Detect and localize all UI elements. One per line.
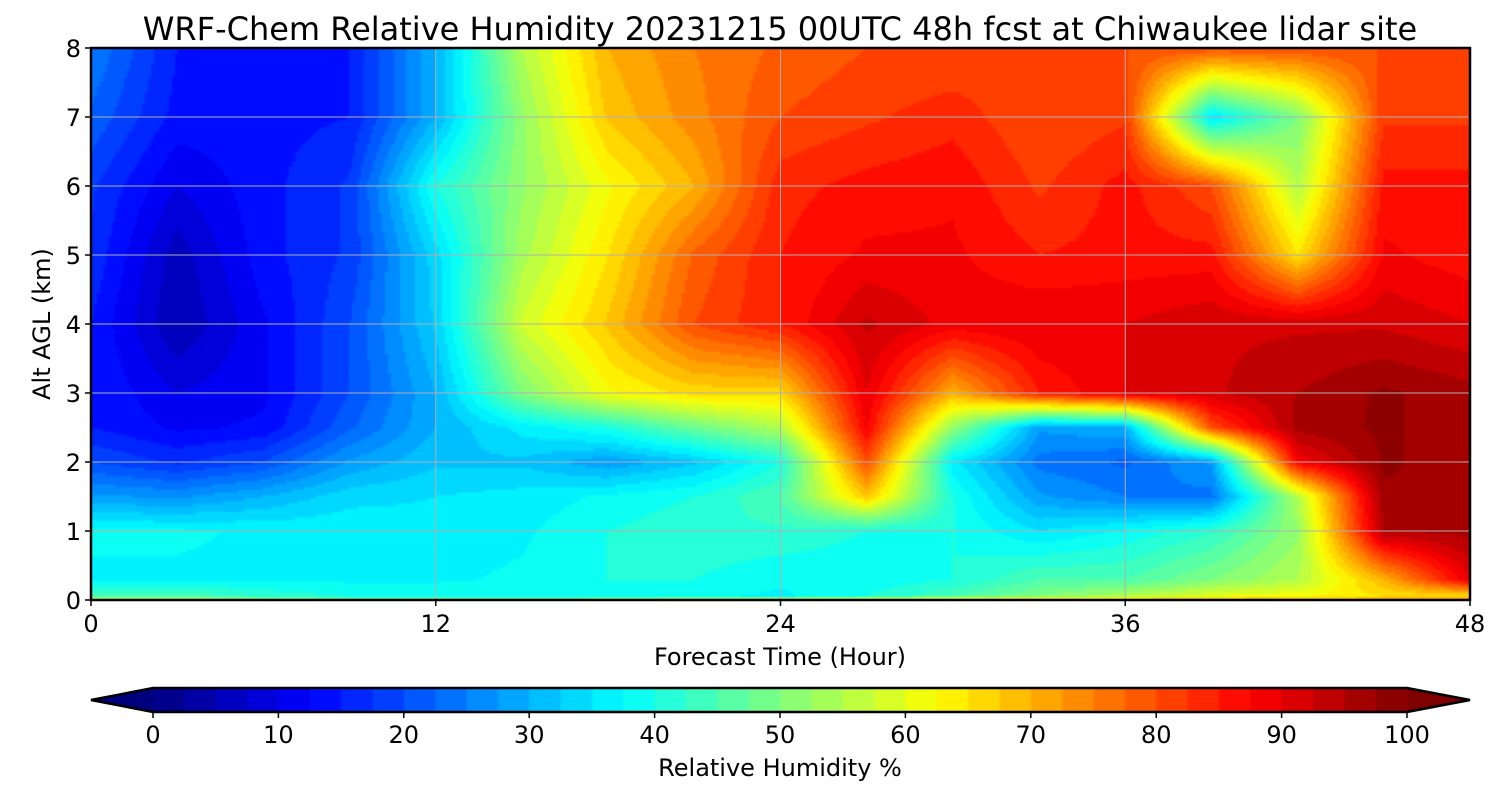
colorbar-tick-label: 0	[145, 721, 160, 749]
colorbar-tick-label: 10	[263, 721, 294, 749]
y-axis-ticks: 0 1 2 3 4 5 6 7 8	[66, 35, 91, 615]
colorbar-label: Relative Humidity %	[658, 754, 902, 782]
colorbar-tick-label: 70	[1016, 721, 1047, 749]
colorbar: 0 10 20 30 40 50 60 70 80 90 100 Relative Humidity…	[90, 686, 1471, 782]
x-tick-label: 36	[1110, 610, 1141, 638]
y-tick-label: 2	[66, 449, 81, 477]
colorbar-gradient	[153, 688, 1407, 712]
y-tick-label: 4	[66, 311, 81, 339]
y-tick-label: 3	[66, 380, 81, 408]
x-axis-label: Forecast Time (Hour)	[654, 643, 906, 671]
y-tick-label: 0	[66, 587, 81, 615]
y-tick-label: 5	[66, 242, 81, 270]
x-tick-label: 12	[420, 610, 451, 638]
y-tick-label: 8	[66, 35, 81, 63]
colorbar-tick-label: 50	[765, 721, 796, 749]
colorbar-tick-label: 100	[1384, 721, 1430, 749]
colorbar-tick-label: 30	[514, 721, 545, 749]
y-axis-label: Alt AGL (km)	[28, 248, 56, 400]
colorbar-over-arrow	[1407, 688, 1470, 712]
colorbar-tick-label: 90	[1266, 721, 1297, 749]
x-tick-label: 24	[765, 610, 796, 638]
y-tick-label: 7	[66, 104, 81, 132]
colorbar-ticks: 0 10 20 30 40 50 60 70 80 90 100	[145, 712, 1430, 749]
y-tick-label: 6	[66, 173, 81, 201]
x-tick-label: 48	[1455, 610, 1486, 638]
colorbar-tick-label: 60	[890, 721, 921, 749]
colorbar-under-arrow	[91, 688, 153, 712]
colorbar-tick-label: 20	[389, 721, 420, 749]
colorbar-tick-label: 80	[1141, 721, 1172, 749]
y-tick-label: 1	[66, 518, 81, 546]
chart-title: WRF-Chem Relative Humidity 20231215 00UT…	[143, 10, 1417, 48]
colorbar-tick-label: 40	[639, 721, 670, 749]
x-tick-label: 0	[83, 610, 98, 638]
x-axis-ticks: 0 12 24 36 48	[83, 600, 1485, 638]
